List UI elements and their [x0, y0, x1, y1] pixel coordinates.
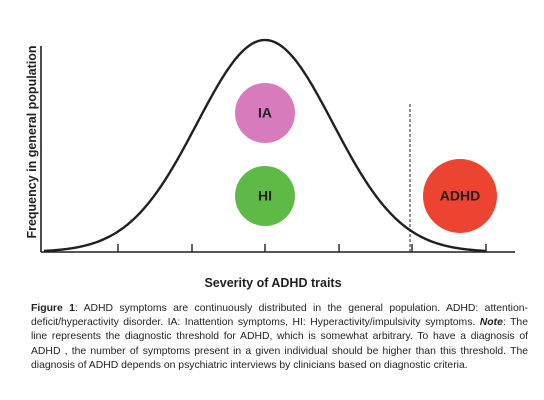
ia-circle: IA [235, 83, 295, 143]
hi-circle-shape [235, 166, 295, 226]
adhd-circle: ADHD [423, 159, 497, 233]
hi-circle-label: HI [258, 188, 272, 204]
caption-text-part2: : The line represents the diagnostic thr… [31, 317, 528, 371]
adhd-circle-label: ADHD [440, 188, 480, 204]
distribution-curve [43, 38, 487, 253]
x-axis-label: Severity of ADHD traits [204, 276, 341, 290]
caption-note-label: Note [479, 317, 503, 329]
hi-circle: HI [235, 166, 295, 226]
y-axis-label: Frequency in general population [25, 45, 39, 238]
x-axis-ticks [117, 244, 487, 252]
caption-text-part1: : ADHD symptoms are continuously distrib… [31, 303, 529, 329]
ia-circle-shape [235, 83, 295, 143]
caption-figure-label: Figure 1 [31, 303, 75, 314]
adhd-circle-shape [423, 159, 497, 233]
adhd-distribution-figure: Frequency in general population IA HI AD… [25, 38, 515, 290]
figure-caption: Figure 1: ADHD symptoms are continuously… [31, 302, 528, 373]
ia-circle-label: IA [258, 105, 272, 121]
